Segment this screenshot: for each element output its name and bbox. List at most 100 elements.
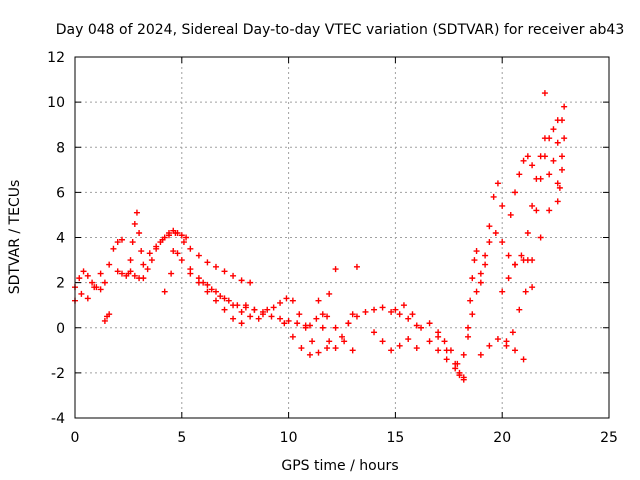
- data-point: [546, 135, 553, 142]
- data-point: [247, 313, 254, 320]
- series-arc-af: [520, 135, 548, 264]
- data-point: [106, 311, 113, 318]
- data-point: [473, 248, 480, 255]
- y-tick-label: 10: [47, 95, 65, 111]
- data-point: [349, 311, 356, 318]
- data-point: [268, 313, 275, 320]
- data-point: [212, 288, 219, 295]
- data-point: [426, 320, 433, 327]
- series-arc-aa: [477, 336, 527, 363]
- series-arc-a: [72, 236, 125, 293]
- data-point: [400, 302, 407, 309]
- data-point: [516, 171, 523, 178]
- data-point: [165, 232, 172, 239]
- data-point: [178, 232, 185, 239]
- data-point: [559, 117, 566, 124]
- series-arc-o: [306, 266, 339, 329]
- data-point: [405, 315, 412, 322]
- data-point: [306, 351, 313, 358]
- data-point: [238, 320, 245, 327]
- data-point: [522, 288, 529, 295]
- series-arc-g: [140, 229, 179, 268]
- data-point: [127, 257, 134, 264]
- data-point: [441, 338, 448, 345]
- data-point: [285, 317, 292, 324]
- data-point: [136, 229, 143, 236]
- data-point: [255, 315, 262, 322]
- data-point: [97, 286, 104, 293]
- data-point: [533, 207, 540, 214]
- series-arc-ah: [529, 153, 566, 264]
- series-arc-y: [465, 248, 480, 331]
- data-point: [494, 180, 501, 187]
- data-point: [494, 336, 501, 343]
- data-point: [486, 239, 493, 246]
- data-point: [159, 236, 166, 243]
- data-point: [195, 252, 202, 259]
- data-point: [546, 171, 553, 178]
- data-point: [371, 306, 378, 313]
- series-arc-ad: [503, 284, 536, 349]
- data-point: [234, 302, 241, 309]
- y-tick-label: 12: [47, 50, 65, 66]
- data-point: [477, 270, 484, 277]
- data-point: [426, 338, 433, 345]
- data-point: [524, 153, 531, 160]
- data-point: [388, 347, 395, 354]
- data-point: [187, 270, 194, 277]
- data-point: [349, 347, 356, 354]
- data-point: [114, 239, 121, 246]
- data-point: [140, 275, 147, 282]
- series-arc-m: [264, 295, 316, 345]
- data-point: [509, 329, 516, 336]
- data-point: [315, 349, 322, 356]
- data-point: [296, 311, 303, 318]
- data-point: [277, 315, 284, 322]
- data-point: [101, 279, 108, 286]
- data-point: [486, 342, 493, 349]
- data-point: [148, 257, 155, 264]
- data-point: [114, 268, 121, 275]
- data-point: [413, 345, 420, 352]
- data-point: [379, 338, 386, 345]
- y-axis-label: SDTVAR / TECUs: [7, 180, 23, 295]
- data-point: [221, 306, 228, 313]
- data-point: [277, 299, 284, 306]
- data-point: [512, 189, 519, 196]
- data-point: [281, 320, 288, 327]
- data-point: [460, 376, 467, 383]
- series-arc-r: [353, 263, 360, 270]
- data-point: [341, 338, 348, 345]
- data-point: [520, 356, 527, 363]
- data-point: [97, 270, 104, 277]
- x-tick-label: 20: [493, 430, 511, 446]
- y-tick-label: 0: [56, 321, 65, 337]
- data-point: [507, 211, 514, 218]
- data-point: [306, 322, 313, 329]
- data-point: [153, 243, 160, 250]
- data-point: [106, 261, 113, 268]
- data-point: [183, 234, 190, 241]
- data-point: [405, 336, 412, 343]
- data-point: [91, 284, 98, 291]
- data-point: [503, 342, 510, 349]
- data-point: [388, 308, 395, 315]
- data-point: [447, 347, 454, 354]
- data-point: [353, 263, 360, 270]
- x-tick-label: 10: [280, 430, 298, 446]
- data-point: [550, 157, 557, 164]
- data-point: [302, 324, 309, 331]
- plot-frame: [74, 56, 610, 419]
- data-point: [294, 320, 301, 327]
- data-point: [345, 320, 352, 327]
- data-point: [324, 313, 331, 320]
- data-point: [362, 308, 369, 315]
- data-point: [505, 275, 512, 282]
- series-arc-n: [281, 320, 331, 358]
- data-point: [170, 248, 177, 255]
- grid-lines: [75, 57, 609, 418]
- data-point: [473, 288, 480, 295]
- data-point: [89, 279, 96, 286]
- data-point: [490, 193, 497, 200]
- series-arc-e: [125, 209, 145, 277]
